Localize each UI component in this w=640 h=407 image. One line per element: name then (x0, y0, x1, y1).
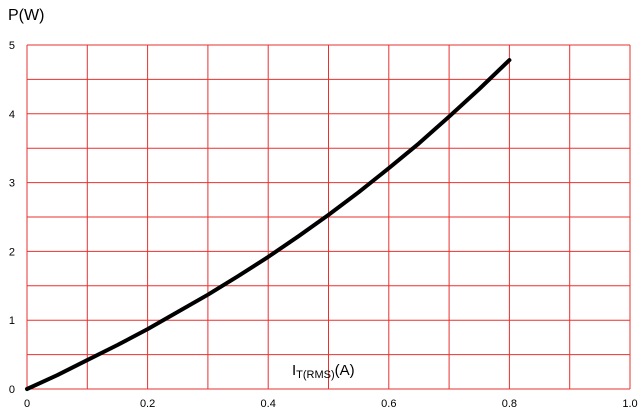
x-tick-label: 0.2 (140, 398, 155, 407)
x-tick-label: 0 (24, 398, 30, 407)
y-tick-label: 5 (9, 40, 15, 52)
x-tick-label: 1.0 (622, 398, 637, 407)
y-tick-label: 1 (9, 315, 15, 327)
tick-labels: 0 0.2 0.4 0.6 0.8 1.0 0 1 2 3 4 5 (9, 40, 638, 407)
y-tick-label: 3 (9, 178, 15, 190)
chart-grid (26, 44, 631, 390)
x-tick-label: 0.8 (502, 398, 517, 407)
x-tick-label: 0.6 (381, 398, 396, 407)
x-axis-title-main: I (292, 362, 296, 379)
x-axis-title-subscript: T(RMS) (296, 369, 335, 381)
x-axis-title-unit: (A) (335, 362, 355, 379)
y-tick-label: 2 (9, 246, 15, 258)
y-tick-label: 4 (9, 109, 15, 121)
x-tick-label: 0.4 (261, 398, 276, 407)
x-axis-title: IT(RMS)(A) (292, 362, 355, 381)
y-tick-label: 0 (9, 384, 15, 396)
y-axis-title: P(W) (8, 7, 44, 24)
chart-series (25, 58, 512, 391)
power-curve-line (25, 58, 512, 391)
